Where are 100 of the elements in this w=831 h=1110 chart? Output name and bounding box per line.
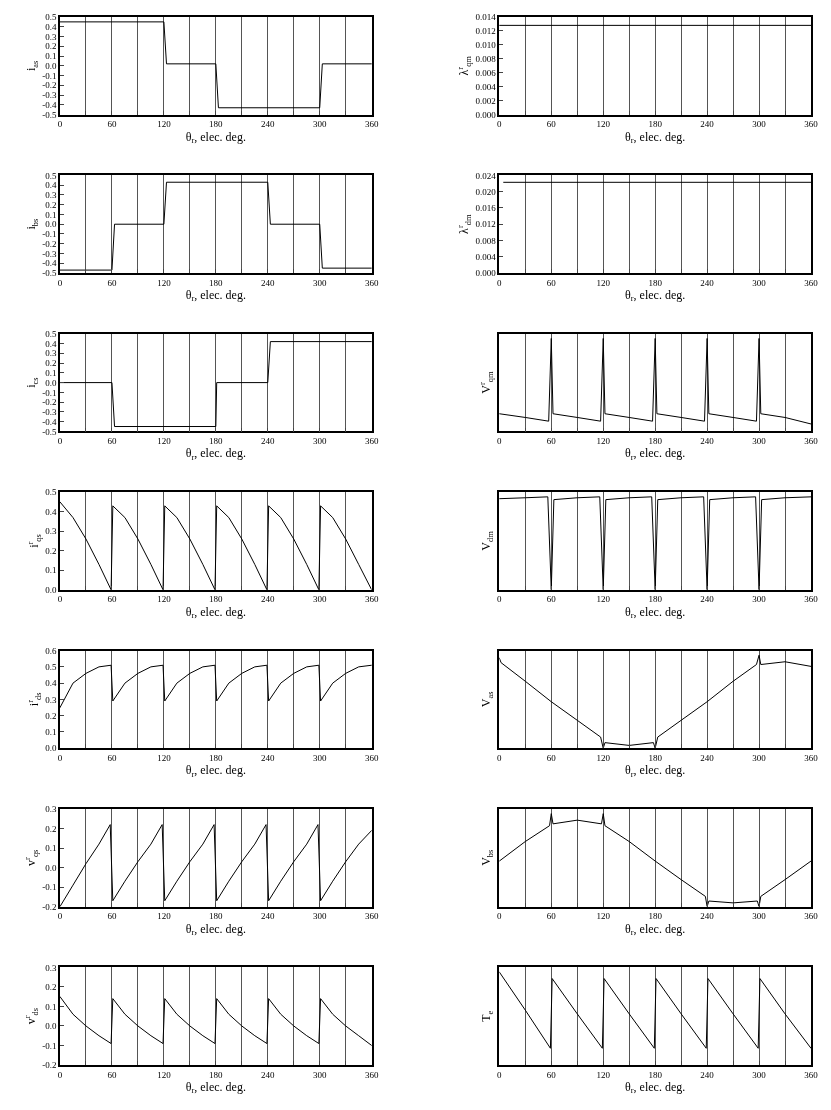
x-tick-label: 60 [107,752,117,763]
x-tick-label: 120 [596,435,611,446]
y-tick-label: 0.002 [475,95,496,106]
x-tick-label: 240 [261,1069,276,1080]
x-tick-label: 120 [157,752,172,763]
x-tick-label: 360 [364,277,379,288]
x-tick-label: 0 [497,1069,503,1080]
x-tick-label: 60 [107,594,117,605]
y-tick-label: -0.2 [42,901,57,912]
y-tick-label: 0.5 [45,12,57,23]
y-tick-label: 0.004 [475,81,497,92]
y-tick-label: 0.1 [45,51,57,62]
x-axis-title: θ$_{r}$, elec. deg. [185,1079,246,1096]
y-tick-label: 0.0 [45,862,57,873]
x-tick-label: 180 [209,752,224,763]
x-tick-label: 180 [209,911,224,922]
y-tick-label: 0.024 [475,170,497,181]
x-tick-label: 360 [804,752,819,763]
x-tick-label: 360 [804,277,819,288]
x-axis-title: θ$_{r}$, elec. deg. [625,921,686,938]
y-tick-label: 0.1 [45,1001,57,1012]
x-axis-title: θ$_{r}$, elec. deg. [185,604,246,621]
x-tick-label: 0 [57,277,63,288]
y-tick-label: 0.012 [475,26,496,37]
x-axis-title: θ$_{r}$, elec. deg. [625,604,686,621]
x-tick-label: 180 [209,435,224,446]
y-tick-label: 0.4 [45,506,57,517]
x-tick-label: 300 [312,119,327,130]
x-tick-label: 60 [546,435,557,446]
y-tick-label: 0.3 [45,190,57,201]
y-tick-label: -0.3 [42,248,57,259]
x-tick-label: 240 [700,911,715,922]
y-tick-label: -0.1 [42,1040,57,1051]
x-tick-label: 180 [648,594,663,605]
y-tick-label: -0.4 [42,258,57,269]
y-tick-label: 0.2 [45,358,57,369]
x-tick-label: 240 [700,752,715,763]
x-tick-label: 0 [57,911,63,922]
x-axis-title: θ$_{r}$, elec. deg. [625,446,686,462]
x-axis-title: θ$_{r}$, elec. deg. [625,129,686,146]
x-tick-label: 0 [57,752,63,763]
y-tick-label: 0.1 [45,727,57,738]
x-tick-label: 240 [700,277,715,288]
x-tick-label: 0 [497,119,503,130]
x-tick-label: 300 [312,911,327,922]
x-tick-label: 180 [648,435,663,446]
y-tick-label: 0.2 [45,545,57,556]
x-tick-label: 240 [261,435,276,446]
x-tick-label: 300 [312,594,327,605]
y-tick-label: -0.2 [42,397,57,408]
x-tick-label: 120 [157,119,172,130]
y-tick-label: 0.004 [475,251,497,262]
x-tick-label: 240 [261,594,276,605]
x-tick-label: 240 [700,435,715,446]
x-tick-label: 240 [700,119,715,130]
x-tick-label: 300 [752,435,767,446]
x-tick-label: 120 [596,752,611,763]
x-axis-title: θ$_{r}$, elec. deg. [185,921,246,938]
x-tick-label: 240 [700,594,715,605]
x-tick-label: 300 [752,594,767,605]
y-tick-label: 0.1 [45,209,57,220]
y-tick-label: 0.0 [45,60,57,71]
y-tick-label: 0.0 [45,377,57,388]
x-tick-label: 360 [364,1069,379,1080]
x-tick-label: 60 [546,1069,557,1080]
y-tick-label: 0.6 [45,645,57,656]
y-tick-label: 0.2 [45,710,57,721]
y-tick-label: 0.3 [45,31,57,42]
x-tick-label: 360 [804,594,819,605]
y-tick-label: 0.008 [475,53,497,64]
y-tick-label: 0.010 [475,40,497,51]
y-tick-label: -0.2 [42,238,57,249]
x-axis-title: θ$_{r}$, elec. deg. [185,287,246,304]
y-tick-label: -0.3 [42,407,57,418]
y-tick-label: -0.5 [42,109,57,120]
y-tick-label: 0.0 [45,743,57,754]
x-tick-label: 300 [752,119,767,130]
y-tick-label: -0.5 [42,268,57,279]
x-tick-label: 60 [107,435,117,446]
y-tick-label: 0.020 [475,186,497,197]
y-tick-label: -0.3 [42,90,57,101]
y-tick-label: -0.1 [42,387,57,398]
x-tick-label: 180 [648,752,663,763]
y-tick-label: -0.1 [42,882,57,893]
x-tick-label: 0 [497,277,503,288]
x-tick-label: 60 [546,752,557,763]
x-tick-label: 360 [804,1069,819,1080]
y-tick-label: 0.016 [475,203,497,214]
y-tick-label: -0.2 [42,80,57,91]
y-tick-label: 0.4 [45,180,57,191]
x-tick-label: 360 [804,911,819,922]
x-tick-label: 240 [261,911,276,922]
y-tick-label: 0.4 [45,678,57,689]
x-tick-label: 120 [596,911,611,922]
x-tick-label: 360 [804,435,819,446]
x-tick-label: 0 [497,594,503,605]
x-tick-label: 180 [209,277,224,288]
x-tick-label: 60 [546,594,557,605]
x-tick-label: 180 [648,277,663,288]
x-tick-label: 0 [57,435,63,446]
